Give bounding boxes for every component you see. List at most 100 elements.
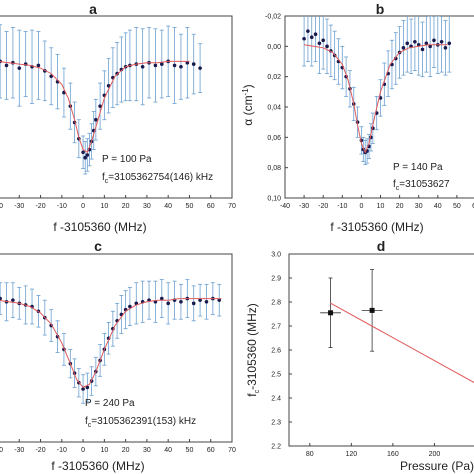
panel-b-marker	[313, 32, 318, 36]
panel-a-x-tick-label: 40	[164, 203, 172, 210]
panel-d-y-tick-label: 2.2	[271, 444, 281, 451]
panel-b-marker	[325, 44, 329, 49]
panel-a-marker	[81, 150, 85, 155]
panel-b-fit-line	[304, 44, 448, 154]
panel-b-data-point	[431, 16, 436, 68]
panel-a-annotation-fc: fc=3105362754(146) kHz	[102, 172, 213, 185]
panel-c-x-tick-label: 30	[143, 447, 151, 454]
panel-a-marker	[198, 66, 202, 70]
panel-c-label: c	[94, 238, 102, 254]
panel-b-data-point	[447, 16, 452, 73]
panel-b-x-tick-label: -20	[318, 203, 328, 210]
panel-c-data-point	[172, 280, 177, 320]
panel-b-y-tick-label: 0,02	[267, 74, 281, 81]
panel-a-frame	[0, 15, 233, 199]
panel-c-annotation-value: =3105362391(153) kHz	[91, 416, 196, 427]
panel-b-marker	[317, 41, 322, 46]
panel-b-label: b	[376, 1, 385, 17]
panel-a-marker	[17, 66, 22, 70]
panel-c-data-point	[134, 282, 139, 325]
panel-c-data-point	[123, 290, 128, 330]
panel-c-data-point	[166, 282, 171, 325]
panel-b-marker	[413, 39, 417, 44]
panel-b-y-axis-label: α (cm-1)	[241, 84, 255, 125]
panel-c-data-point	[153, 280, 158, 323]
panel-a-marker	[94, 117, 98, 122]
panel-b-y-tick-label: 0,10	[267, 196, 281, 203]
panel-b-marker	[447, 41, 452, 46]
panel-b-marker	[443, 46, 448, 50]
panel-d-label: d	[377, 238, 386, 254]
panel-b-x-tick-label: 50	[453, 203, 461, 210]
panel-d-x-tick-label: 200	[429, 451, 441, 458]
panel-d-y-axis-label-sub: c	[254, 389, 261, 393]
panel-c-x-tick-label: 70	[228, 447, 236, 454]
panel-b-x-tick-label: -30	[299, 203, 309, 210]
panel-b-data-point	[393, 32, 398, 85]
panel-c-marker	[81, 387, 85, 391]
panel-c-marker	[191, 301, 196, 306]
panel-b-marker	[405, 41, 410, 46]
panel-b-marker	[428, 44, 432, 49]
panel-b-data-point	[412, 16, 417, 71]
panel-c-x-tick-label: 0	[81, 447, 85, 454]
panel-c-marker	[160, 296, 164, 301]
panel-b-y-tick-label: 0,00	[267, 44, 281, 51]
panel-a-x-tick-label: 30	[143, 203, 151, 210]
panel-b-annotation-sub: c	[396, 185, 400, 192]
panel-a-marker	[98, 104, 102, 108]
panel-c-marker	[128, 304, 132, 309]
panel-b-y-tick-label: 0,06	[267, 135, 281, 142]
panel-c-x-tick-label: 50	[186, 447, 194, 454]
panel-c-x-tick-label: 10	[100, 447, 108, 454]
panel-a-x-tick-label: 0	[81, 203, 85, 210]
panel-a-marker	[115, 71, 119, 76]
panel-d-frame	[288, 253, 474, 447]
panel-a-data-point	[140, 28, 145, 106]
panel-b: b -40 -30 -20 -10 0 10 20 30 40 50 60 -0,02 0,00 0,0…	[241, 1, 474, 234]
panel-b-y-axis-label-sup: -1	[241, 88, 250, 96]
panel-c-marker	[217, 298, 222, 302]
panel-a-fit-line	[0, 60, 190, 154]
panel-c-data-point	[191, 285, 196, 322]
panel-b-data-point	[309, 16, 314, 67]
panel-a-marker	[4, 63, 9, 68]
panel-c-series	[0, 279, 222, 404]
panel-b-annotation-f: f	[393, 179, 396, 190]
panel-d-y-tick-label: 2.5	[271, 372, 281, 379]
panel-a-x-tick-label: -10	[57, 203, 67, 210]
panel-b-y-tick-label: 0,08	[267, 165, 281, 172]
panel-c-frame	[0, 253, 233, 443]
panel-b-data-point	[321, 16, 326, 70]
panel-d-series	[320, 269, 474, 384]
panel-d-x-axis-label: Pressure (Pa)	[400, 459, 474, 473]
panel-b-data-point	[313, 16, 318, 62]
panel-a-x-tick-label: 60	[207, 203, 215, 210]
panel-c-marker	[179, 299, 183, 304]
panel-c-x-tick-label: -20	[35, 447, 45, 454]
panel-a-marker	[83, 155, 88, 160]
panel-c-annotation-pressure: P = 240 Pa	[85, 398, 135, 409]
panel-a-x-tick-label: -30	[14, 203, 24, 210]
panel-b-data-point	[424, 16, 429, 73]
panel-d-y-tick-label: 2.6	[271, 348, 281, 355]
panel-b-x-tick-label: 20	[396, 203, 404, 210]
panel-a-series	[0, 24, 203, 175]
panel-d-y-tick-label: 3.0	[271, 252, 281, 259]
panel-c-marker	[204, 299, 209, 304]
panel-c-x-axis-label: f -3105360 (MHz)	[51, 459, 144, 473]
panel-a-x-tick-label: -40	[0, 203, 3, 210]
panel-d-x-tick-label: 80	[306, 451, 314, 458]
panel-a-annotation-value: =3105362754(146) kHz	[108, 172, 213, 183]
panel-a-x-tick-label: 20	[122, 203, 130, 210]
panel-b-x-ticks: -40 -30 -20 -10 0 10 20 30 40 50 60	[280, 195, 474, 210]
panel-b-marker	[439, 39, 444, 44]
panel-c-data-point	[30, 288, 35, 325]
panel-c-x-tick-label: 40	[164, 447, 172, 454]
panel-c-data-point	[178, 283, 183, 320]
panel-c-annotation-fc: fc=3105362391(153) kHz	[85, 416, 196, 429]
panel-a-annotation-f: f	[102, 172, 105, 183]
panel-c-x-tick-label: 60	[207, 447, 215, 454]
panel-c-x-tick-label: -10	[57, 447, 67, 454]
panel-a-marker	[172, 63, 177, 68]
